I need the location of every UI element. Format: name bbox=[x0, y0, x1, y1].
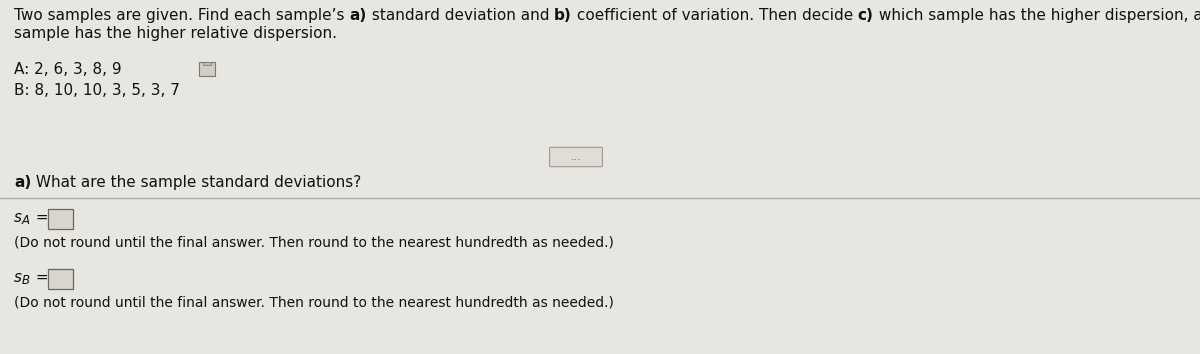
Text: (Do not round until the final answer. Then round to the nearest hundredth as nee: (Do not round until the final answer. Th… bbox=[14, 236, 614, 250]
Text: s: s bbox=[14, 210, 22, 225]
Text: What are the sample standard deviations?: What are the sample standard deviations? bbox=[31, 175, 361, 190]
Text: B: B bbox=[22, 274, 30, 287]
Text: =: = bbox=[31, 270, 49, 285]
Text: A: A bbox=[22, 214, 30, 227]
Text: coefficient of variation. Then decide: coefficient of variation. Then decide bbox=[571, 8, 858, 23]
Text: A: 2, 6, 3, 8, 9: A: 2, 6, 3, 8, 9 bbox=[14, 62, 121, 77]
Text: Two samples are given. Find each sample’s: Two samples are given. Find each sample’… bbox=[14, 8, 349, 23]
Text: sample has the higher relative dispersion.: sample has the higher relative dispersio… bbox=[14, 26, 337, 41]
Text: ...: ... bbox=[570, 152, 582, 162]
Text: c): c) bbox=[858, 8, 874, 23]
Text: a): a) bbox=[14, 175, 31, 190]
Text: B: 8, 10, 10, 3, 5, 3, 7: B: 8, 10, 10, 3, 5, 3, 7 bbox=[14, 83, 180, 98]
Text: (Do not round until the final answer. Then round to the nearest hundredth as nee: (Do not round until the final answer. Th… bbox=[14, 296, 614, 310]
Text: which sample has the higher dispersion, and: which sample has the higher dispersion, … bbox=[874, 8, 1200, 23]
Text: b): b) bbox=[554, 8, 571, 23]
Text: a): a) bbox=[349, 8, 367, 23]
Text: =: = bbox=[31, 210, 49, 225]
Text: standard deviation and: standard deviation and bbox=[367, 8, 554, 23]
Text: s: s bbox=[14, 270, 22, 285]
